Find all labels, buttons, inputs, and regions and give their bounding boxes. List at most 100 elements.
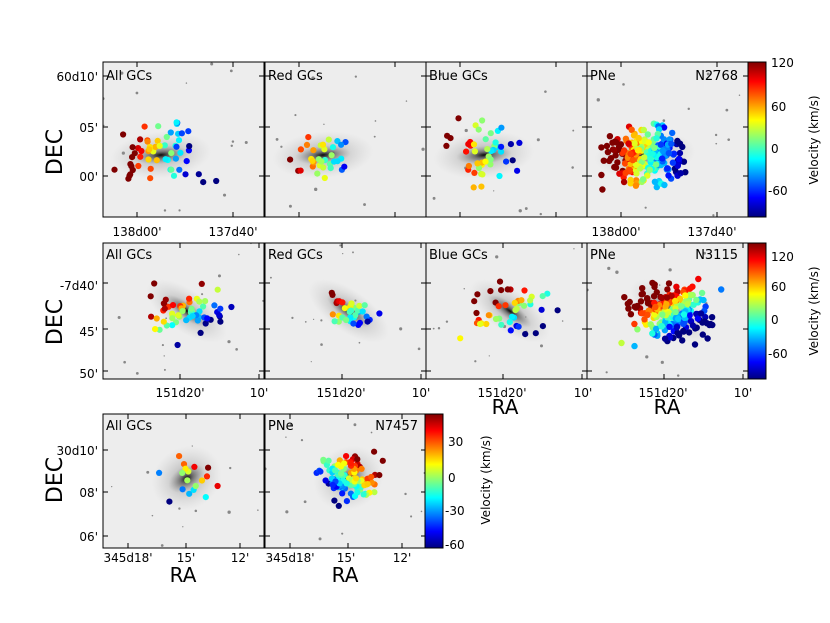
data-point [217,318,224,325]
panel-label: All GCs [106,248,152,263]
data-point [211,302,218,309]
galaxy-tag: N2768 [695,69,738,84]
data-point [638,310,646,317]
data-point [444,132,451,139]
data-point [676,295,684,302]
data-point [680,311,688,318]
data-point [606,133,614,140]
data-point [639,285,646,292]
colorbar-row2: 120 60 0 -60 Velocity (km/s) [747,242,821,380]
colorbar-tick: -60 [768,347,788,361]
data-point [197,329,204,336]
data-point [653,183,660,191]
data-point [644,172,651,179]
data-point [718,286,725,293]
galaxy-tag: N3115 [695,248,738,263]
data-point [153,157,160,164]
data-point [663,301,670,308]
data-point [125,175,132,182]
data-point [482,136,489,143]
ytick-label: 05' [79,121,98,135]
data-point [471,148,478,155]
data-point [368,473,375,481]
data-point [630,132,638,139]
data-point [341,460,348,467]
data-point [686,312,693,319]
data-point [645,139,652,146]
data-point [498,287,505,294]
data-point [651,178,659,185]
data-point [327,165,334,172]
xtick-label: 151d20' [477,386,526,400]
data-point [185,128,192,135]
xlabel: RA [654,395,681,419]
panel-n3115-all-gcs [102,242,265,380]
data-point [152,326,159,333]
data-point [665,150,673,157]
data-point [337,470,345,477]
data-point [131,150,138,157]
data-point [507,141,514,148]
data-point [664,286,671,293]
data-point [598,171,605,179]
data-point [364,318,371,325]
data-point [604,148,612,156]
data-point [644,131,651,138]
data-point [652,161,660,168]
data-point [161,142,168,149]
ylabel-row2: DEC [43,299,68,345]
data-point [479,117,486,124]
xtick-label: 345d18' [265,551,314,565]
ytick-label: 50' [79,367,98,381]
data-point [625,305,632,312]
data-point [616,170,623,177]
data-point [331,318,338,325]
data-point [474,160,481,167]
data-point [168,150,175,157]
data-point [205,464,212,471]
xtick-label: 137d40' [687,225,736,239]
data-point [473,309,480,317]
data-point [658,323,665,330]
data-point [358,465,365,472]
data-point [676,149,684,157]
data-point [350,320,357,327]
data-point [631,320,638,328]
data-point [539,323,547,330]
data-point [297,146,304,153]
data-point [314,170,321,177]
data-point [325,457,332,464]
data-point [544,290,551,297]
data-point [634,326,641,333]
data-point [217,305,224,312]
data-point [628,126,635,133]
data-point [622,169,629,177]
data-point [659,147,666,154]
data-point [331,158,338,165]
xtick-label: 10' [412,386,431,400]
data-point [515,323,522,330]
xlabel: RA [170,563,197,587]
data-point [371,489,378,496]
data-point [328,152,335,159]
data-point [200,303,207,310]
ytick-label: 60d10' [57,70,98,84]
xtick-label: 15' [177,551,196,565]
data-point [359,308,366,315]
data-point [335,502,342,509]
data-point [148,313,155,320]
data-point [320,456,327,463]
data-point [665,280,673,287]
data-point [621,294,628,301]
data-point [474,291,481,298]
data-point [708,314,716,321]
data-point [514,167,521,174]
data-point [376,472,383,479]
data-point [644,311,651,318]
panel-frame [102,242,265,380]
data-point [511,299,518,306]
data-point [675,332,683,339]
data-point [512,307,519,314]
data-point [178,130,185,137]
data-point [689,322,697,329]
